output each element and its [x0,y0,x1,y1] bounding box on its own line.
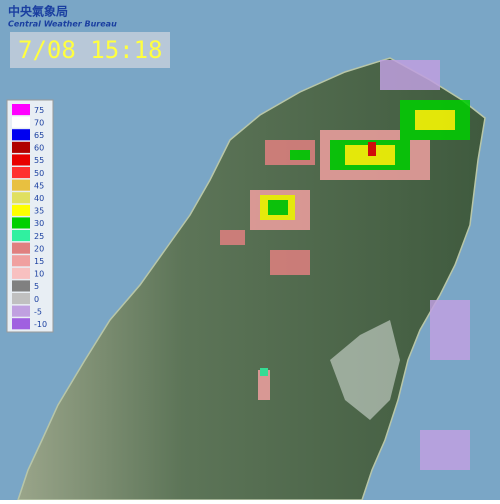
legend-label: 0 [34,295,39,304]
legend-swatch [12,154,30,166]
legend-label: 40 [34,194,44,203]
legend-swatch [12,242,30,254]
legend-swatch [12,204,30,216]
legend-label: -10 [34,320,47,329]
legend-swatch [12,318,30,330]
legend-label: -5 [34,307,42,316]
timestamp: 7/08 15:18 [18,36,163,64]
legend-label: 70 [34,118,44,127]
mountain-peaks [330,320,400,420]
legend-label: 45 [34,181,44,190]
legend-label: 35 [34,207,44,216]
legend-swatch [12,217,30,229]
legend-swatch [12,167,30,179]
legend-label: 65 [34,131,44,140]
timestamp-box [10,32,170,68]
legend-swatch [12,280,30,292]
legend-label: 55 [34,156,44,165]
legend-swatch [12,230,30,242]
legend-label: 15 [34,257,44,266]
legend-swatch [12,305,30,317]
legend-label: 5 [34,282,39,291]
legend-label: 50 [34,169,44,178]
legend-label: 30 [34,219,44,228]
legend-swatch [12,293,30,305]
legend-swatch [12,129,30,141]
legend-label: 20 [34,244,44,253]
legend-swatch [12,141,30,153]
agency-name: 中央氣象局 [8,4,68,19]
legend-swatch [12,267,30,279]
legend-label: 75 [34,106,44,115]
legend-label: 25 [34,232,44,241]
legend-label: 60 [34,144,44,153]
agency-name-en: Central Weather Bureau [8,20,117,29]
legend-swatch [12,179,30,191]
legend-swatch [12,192,30,204]
legend-swatch [12,255,30,267]
legend-label: 10 [34,270,44,279]
echoes [220,60,470,470]
legend-swatch [12,104,30,116]
legend-swatch [12,116,30,128]
